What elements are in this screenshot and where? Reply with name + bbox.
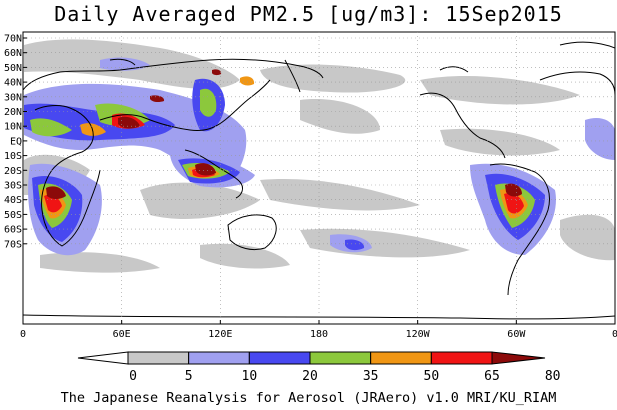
latitude-label: 10S [4,151,22,162]
colorbar-tick-label: 80 [545,369,561,384]
longitude-label: 60W [507,329,526,340]
latitude-label: 20N [4,107,22,118]
longitude-label: 0 [612,329,617,340]
colorbar-swatch [430,351,493,365]
colorbar-tick-label: 10 [242,369,258,384]
latitude-label: 60S [4,225,22,236]
colorbar-tick-label: 20 [302,369,318,384]
longitude-grid: 0 60E 120E 180 120W 60W 0 [20,32,617,340]
colorbar-tick-label: 50 [424,369,440,384]
colorbar-arrow-high [491,351,546,365]
latitude-label: 70S [4,239,22,250]
colorbar-swatch [127,351,190,365]
latitude-label: 40N [4,78,22,89]
longitude-label: 120W [406,329,431,340]
latitude-label: 60N [4,48,22,59]
colorbar-tick-label: 0 [129,369,137,384]
latitude-label: 30N [4,92,22,103]
footer-caption: The Japanese Reanalysis for Aerosol (JRA… [60,390,557,406]
colorbar-tick-label: 5 [185,369,193,384]
latitude-label: 50S [4,210,22,221]
latitude-label: 40S [4,195,22,206]
longitude-label: 120E [208,329,232,340]
colorbar-swatch [248,351,311,365]
latitude-label: 10N [4,122,22,133]
latitude-label: 50N [4,63,22,74]
latitude-label: 30S [4,181,22,192]
colorbar-tick-label: 65 [484,369,500,384]
colorbar-swatch [188,351,250,365]
colorbar-swatch [370,351,432,365]
map-title: Daily Averaged PM2.5 [ug/m3]: 15Sep2015 [54,2,563,26]
colorbar-swatch [309,351,372,365]
latitude-label: 20S [4,166,22,177]
colorbar-tick-label: 35 [363,369,379,384]
longitude-label: 0 [20,329,26,340]
longitude-label: 60E [113,329,131,340]
colorbar-arrow-low [77,351,129,365]
latitude-label: 70N [4,34,22,45]
longitude-label: 180 [310,329,328,340]
colorbar: 0 5 10 20 35 50 65 80 [77,351,561,384]
latitude-label: EQ [10,136,22,147]
pm25-field [24,39,615,273]
